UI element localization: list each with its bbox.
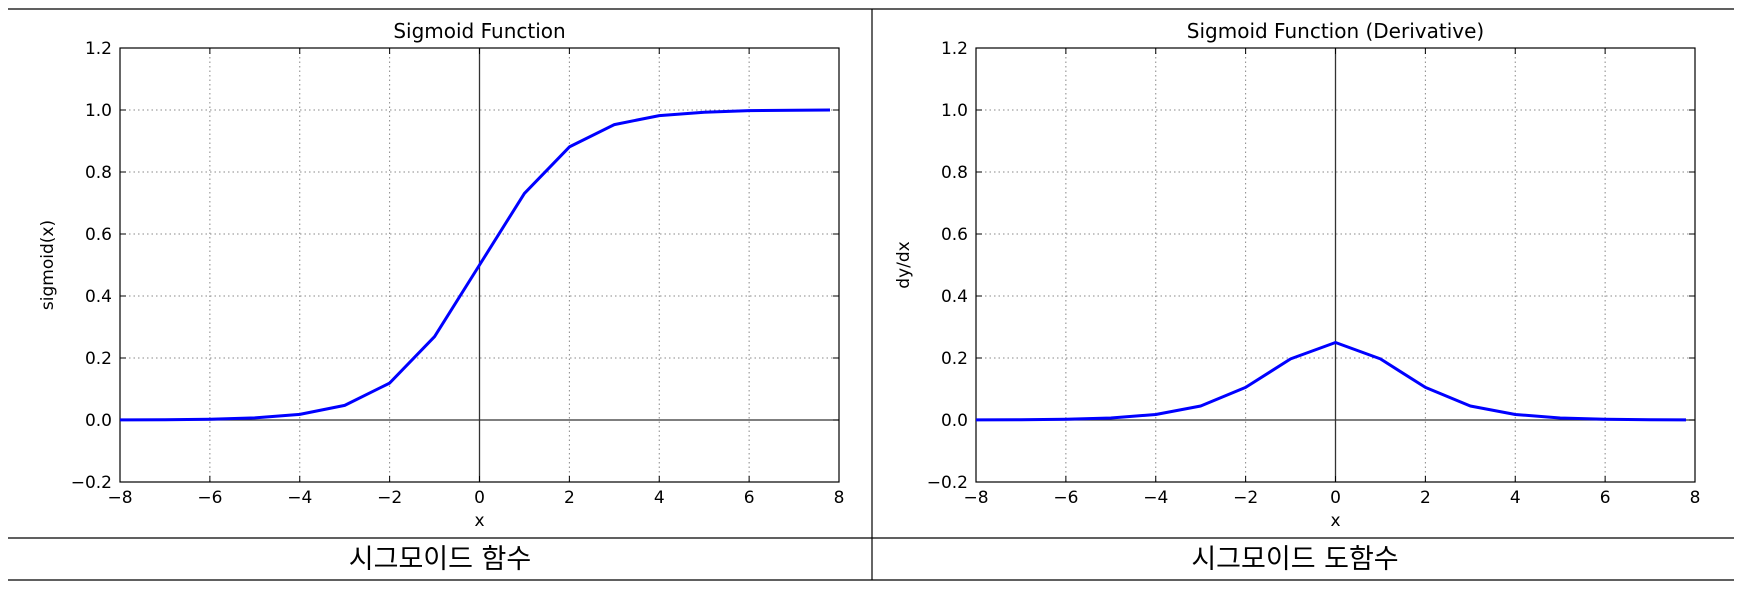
sigmoid-derivative-chart: −8 −6 −4 −2 0 2 4 6 8 −0.2 0.0 0.2 0.4 0.6 0.8 1.0 1.2 Si…: [894, 19, 1700, 531]
chart-title: Sigmoid Function (Derivative): [1187, 19, 1484, 43]
series-line: [119, 108, 831, 422]
x-tick-label: −6: [1053, 488, 1078, 508]
y-tick-label: −0.2: [927, 473, 968, 493]
y-tick-label: 0.8: [85, 163, 112, 183]
y-axis-label: dy/dx: [894, 241, 914, 288]
x-axis-label: x: [474, 511, 484, 531]
series-line: [975, 341, 1687, 422]
x-tick-label: 2: [564, 488, 575, 508]
x-tick-label: −2: [1233, 488, 1258, 508]
y-tick-label: 0.8: [941, 163, 968, 183]
x-tick-label: −2: [377, 488, 402, 508]
x-tick-label: 0: [474, 488, 485, 508]
x-tick-label: 0: [1330, 488, 1341, 508]
y-tick-label: 0.2: [941, 349, 968, 369]
y-tick-label: 1.2: [941, 39, 968, 59]
y-tick-label: 1.2: [85, 39, 112, 59]
x-tick-label: 4: [654, 488, 665, 508]
y-tick-label: 0.2: [85, 349, 112, 369]
sigmoid-chart: −8 −6 −4 −2 0 2 4 6 8 −0.2 0.0 0.2 0.4 0.6 0.8 1.0 1.2 Si…: [38, 19, 844, 531]
x-tick-label: 4: [1510, 488, 1521, 508]
caption-right: 시그모이드 도함수: [1191, 544, 1398, 575]
y-axis-label: sigmoid(x): [38, 220, 58, 310]
x-tick-label: 8: [834, 488, 845, 508]
y-tick-label: 0.0: [941, 411, 968, 431]
x-tick-label: 2: [1420, 488, 1431, 508]
x-tick-label: −8: [107, 488, 132, 508]
y-tick-label: 0.4: [85, 287, 112, 307]
y-tick-label: 0.0: [85, 411, 112, 431]
y-tick-label: −0.2: [71, 473, 112, 493]
y-tick-label: 0.4: [941, 287, 968, 307]
chart-title: Sigmoid Function: [393, 19, 565, 43]
y-tick-label: 1.0: [85, 101, 112, 121]
x-tick-label: −8: [963, 488, 988, 508]
x-axis-label: x: [1330, 511, 1340, 531]
caption-left: 시그모이드 함수: [349, 544, 531, 575]
x-tick-label: 6: [1600, 488, 1611, 508]
x-tick-label: −6: [197, 488, 222, 508]
y-tick-label: 0.6: [85, 225, 112, 245]
y-tick-label: 1.0: [941, 101, 968, 121]
x-tick-label: −4: [287, 488, 312, 508]
x-tick-label: −4: [1143, 488, 1168, 508]
x-tick-label: 8: [1690, 488, 1701, 508]
x-tick-label: 6: [744, 488, 755, 508]
y-tick-label: 0.6: [941, 225, 968, 245]
